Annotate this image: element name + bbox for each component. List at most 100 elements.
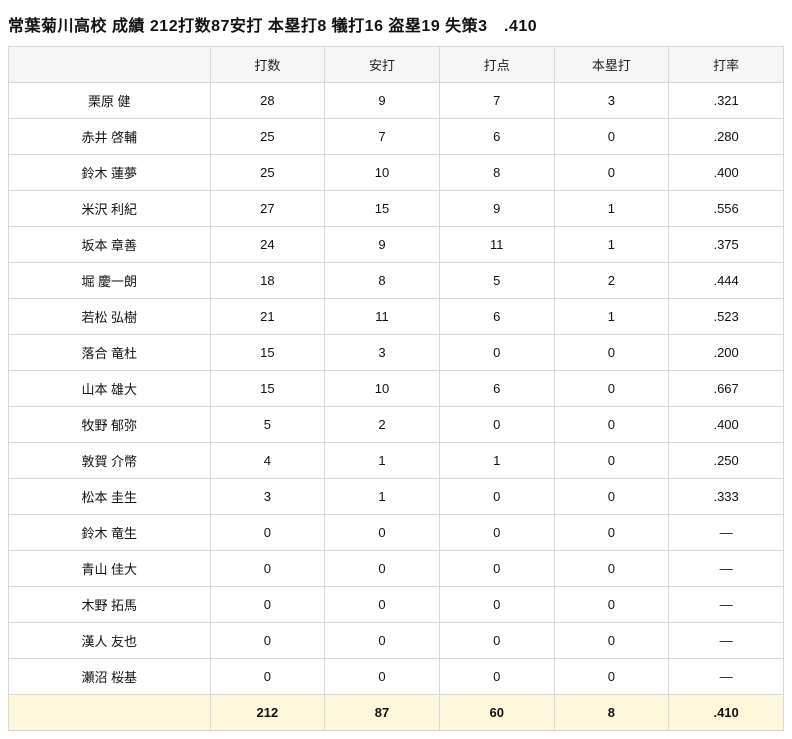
col-name	[9, 47, 211, 83]
player-name: 木野 拓馬	[9, 587, 211, 623]
player-name: 赤井 啓輔	[9, 119, 211, 155]
player-name: 落合 竜杜	[9, 335, 211, 371]
player-h: 7	[325, 119, 440, 155]
col-avg: 打率	[669, 47, 784, 83]
player-rbi: 9	[439, 191, 554, 227]
player-rbi: 6	[439, 371, 554, 407]
player-h: 10	[325, 371, 440, 407]
player-hr: 1	[554, 227, 669, 263]
player-rbi: 6	[439, 299, 554, 335]
table-row: 赤井 啓輔25760.280	[9, 119, 784, 155]
col-rbi: 打点	[439, 47, 554, 83]
player-name: 松本 圭生	[9, 479, 211, 515]
player-name: 鈴木 竜生	[9, 515, 211, 551]
player-avg: ―	[669, 623, 784, 659]
player-avg: .667	[669, 371, 784, 407]
player-avg: .250	[669, 443, 784, 479]
table-row: 坂本 章善249111.375	[9, 227, 784, 263]
player-name: 米沢 利紀	[9, 191, 211, 227]
player-ab: 5	[210, 407, 325, 443]
totals-name	[9, 695, 211, 731]
player-h: 3	[325, 335, 440, 371]
totals-avg: .410	[669, 695, 784, 731]
player-h: 11	[325, 299, 440, 335]
table-row: 米沢 利紀271591.556	[9, 191, 784, 227]
player-h: 1	[325, 479, 440, 515]
player-h: 9	[325, 227, 440, 263]
player-ab: 21	[210, 299, 325, 335]
player-name: 敦賀 介幣	[9, 443, 211, 479]
col-h: 安打	[325, 47, 440, 83]
player-name: 坂本 章善	[9, 227, 211, 263]
player-ab: 24	[210, 227, 325, 263]
table-row: 若松 弘樹211161.523	[9, 299, 784, 335]
table-row: 鈴木 蓮夢251080.400	[9, 155, 784, 191]
player-ab: 25	[210, 119, 325, 155]
player-hr: 0	[554, 443, 669, 479]
player-hr: 0	[554, 335, 669, 371]
player-h: 10	[325, 155, 440, 191]
player-ab: 4	[210, 443, 325, 479]
player-avg: .556	[669, 191, 784, 227]
player-rbi: 0	[439, 659, 554, 695]
player-h: 2	[325, 407, 440, 443]
table-row: 漢人 友也0000―	[9, 623, 784, 659]
totals-rbi: 60	[439, 695, 554, 731]
player-hr: 0	[554, 659, 669, 695]
table-row: 木野 拓馬0000―	[9, 587, 784, 623]
player-ab: 28	[210, 83, 325, 119]
player-ab: 25	[210, 155, 325, 191]
player-hr: 1	[554, 191, 669, 227]
player-avg: ―	[669, 551, 784, 587]
player-h: 0	[325, 587, 440, 623]
player-avg: ―	[669, 659, 784, 695]
player-h: 9	[325, 83, 440, 119]
player-ab: 15	[210, 371, 325, 407]
player-avg: .280	[669, 119, 784, 155]
player-rbi: 0	[439, 551, 554, 587]
player-ab: 0	[210, 515, 325, 551]
player-ab: 18	[210, 263, 325, 299]
table-row: 落合 竜杜15300.200	[9, 335, 784, 371]
player-hr: 0	[554, 119, 669, 155]
player-rbi: 6	[439, 119, 554, 155]
player-h: 0	[325, 623, 440, 659]
player-hr: 0	[554, 587, 669, 623]
player-hr: 0	[554, 407, 669, 443]
player-name: 栗原 健	[9, 83, 211, 119]
player-name: 堀 慶一朗	[9, 263, 211, 299]
player-hr: 0	[554, 551, 669, 587]
player-rbi: 1	[439, 443, 554, 479]
player-name: 瀬沼 桜基	[9, 659, 211, 695]
table-row: 松本 圭生3100.333	[9, 479, 784, 515]
player-rbi: 0	[439, 623, 554, 659]
player-ab: 0	[210, 551, 325, 587]
player-rbi: 0	[439, 407, 554, 443]
col-hr: 本塁打	[554, 47, 669, 83]
player-avg: .444	[669, 263, 784, 299]
table-row: 栗原 健28973.321	[9, 83, 784, 119]
player-rbi: 7	[439, 83, 554, 119]
player-avg: .400	[669, 155, 784, 191]
player-h: 0	[325, 659, 440, 695]
player-rbi: 0	[439, 335, 554, 371]
totals-h: 87	[325, 695, 440, 731]
player-rbi: 0	[439, 587, 554, 623]
player-h: 0	[325, 515, 440, 551]
table-row: 堀 慶一朗18852.444	[9, 263, 784, 299]
player-rbi: 11	[439, 227, 554, 263]
player-ab: 0	[210, 659, 325, 695]
player-ab: 15	[210, 335, 325, 371]
player-rbi: 5	[439, 263, 554, 299]
player-h: 0	[325, 551, 440, 587]
player-name: 鈴木 蓮夢	[9, 155, 211, 191]
player-avg: .321	[669, 83, 784, 119]
player-hr: 2	[554, 263, 669, 299]
totals-ab: 212	[210, 695, 325, 731]
player-hr: 3	[554, 83, 669, 119]
player-rbi: 0	[439, 515, 554, 551]
player-hr: 0	[554, 623, 669, 659]
player-hr: 0	[554, 371, 669, 407]
player-hr: 0	[554, 515, 669, 551]
player-name: 牧野 郁弥	[9, 407, 211, 443]
